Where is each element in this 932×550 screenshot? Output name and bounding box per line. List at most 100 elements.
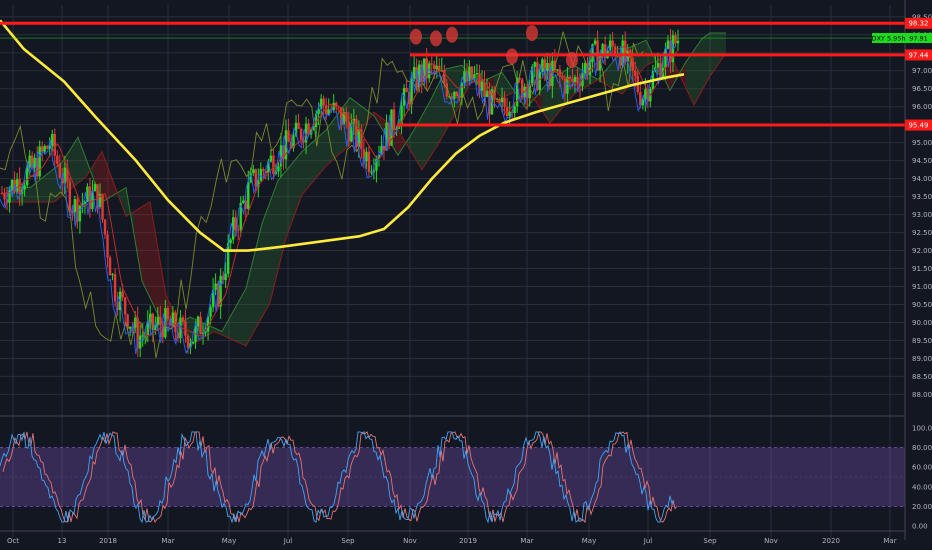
candle-body: [78, 205, 82, 222]
lagging-span-line: [0, 31, 644, 358]
candle-body: [428, 63, 431, 79]
candle-body: [571, 78, 574, 83]
candle-body: [106, 234, 109, 258]
base-line: [2, 45, 679, 337]
candle-body: [357, 129, 361, 147]
candle-body: [493, 89, 496, 100]
candle-body: [61, 177, 64, 184]
cloud-segment: [358, 103, 366, 134]
cloud-segment: [70, 137, 78, 190]
candle-body: [438, 65, 441, 71]
candle-body: [216, 283, 220, 307]
candle-body: [513, 106, 516, 114]
candle-body: [30, 155, 34, 168]
candle-body: [196, 316, 200, 327]
candle-body: [342, 112, 345, 125]
time-tick-label: Jul: [643, 537, 653, 545]
candle-body: [445, 83, 449, 97]
candle-body: [176, 332, 180, 339]
candle-body: [382, 145, 386, 151]
candle-body: [63, 167, 67, 184]
candle-body: [498, 98, 501, 103]
candle-body: [38, 146, 41, 177]
price-tick-label: 94.50: [912, 157, 932, 165]
candle-body: [101, 194, 104, 220]
candle-body: [455, 91, 459, 97]
cloud-segment: [118, 187, 126, 217]
oscillator-tick-label: 60.00: [912, 464, 932, 472]
candle-body: [159, 316, 162, 326]
candle-body: [307, 123, 310, 135]
price-tick-label: 97.00: [912, 67, 932, 75]
symbol-tag-label: DXY 5.95h: [871, 34, 905, 42]
candle-body: [536, 62, 539, 90]
candle-body: [73, 199, 77, 213]
cloud-segment: [38, 175, 46, 203]
candle-body: [302, 139, 305, 143]
candle-body: [68, 181, 72, 212]
price-tick-label: 90.00: [912, 319, 932, 327]
candle-body: [508, 111, 511, 117]
candle-body: [395, 128, 398, 130]
candle-body: [43, 146, 46, 152]
oscillator-d-line: [2, 431, 678, 524]
candle-body: [237, 229, 240, 231]
cloud-segment: [86, 158, 94, 181]
candle-body: [538, 71, 541, 90]
time-tick-label: Nov: [764, 537, 778, 545]
candle-body: [435, 65, 438, 70]
price-tick-label: 91.00: [912, 283, 932, 291]
price-tick-label: 98.50: [912, 13, 932, 21]
time-axis[interactable]: Oct 13 2018 Mar May Jul Sep Nov 2019 Mar May Jul Sep…: [0, 530, 905, 545]
time-tick-label: Jul: [283, 537, 293, 545]
candle-body: [546, 63, 549, 72]
candle-body: [154, 324, 157, 330]
candle-body: [407, 92, 411, 105]
candle-body: [375, 158, 378, 171]
candle-body: [405, 87, 408, 93]
time-tick-label: Mar: [883, 537, 896, 545]
candle-body: [242, 200, 245, 203]
candle-body: [35, 157, 39, 177]
price-tick-label: 90.50: [912, 301, 932, 309]
candle-body: [71, 211, 74, 213]
candle-body: [10, 180, 14, 190]
candle-body: [470, 66, 474, 80]
cloud-segment: [718, 32, 726, 65]
candle-body: [520, 79, 524, 98]
cloud-segment: [150, 202, 158, 315]
candle-body: [239, 202, 242, 230]
candle-body: [611, 40, 614, 47]
candle-body: [324, 105, 328, 115]
cloud-segment: [430, 85, 438, 158]
candle-body: [149, 313, 152, 322]
candle-body: [23, 185, 26, 190]
cloud-segment: [78, 137, 86, 184]
candle-body: [621, 40, 624, 66]
candle-body: [221, 275, 225, 281]
candle-body: [83, 201, 87, 204]
resistance-marker: [566, 51, 578, 68]
last-price-tag: [905, 33, 932, 44]
cloud-segment: [606, 60, 614, 90]
candle-body: [56, 155, 59, 164]
candle-body: [335, 102, 338, 107]
candle-body: [131, 326, 134, 328]
candle-body: [214, 283, 217, 291]
candle-body: [28, 155, 31, 168]
candle-body: [641, 99, 645, 106]
candle-body: [48, 145, 51, 149]
candle-body: [111, 274, 114, 276]
candle-body: [259, 169, 263, 181]
oscillator-axis: 100.00 80.00 60.00 40.00 20.00 0.00: [912, 425, 932, 531]
candle-body: [116, 301, 119, 310]
candle-body: [224, 273, 227, 281]
candle-body: [247, 182, 250, 209]
candle-body: [181, 317, 185, 322]
candle-body: [199, 316, 202, 335]
candle-body: [66, 167, 69, 182]
candle-body: [254, 169, 258, 188]
candle-body: [573, 77, 577, 83]
candle-body: [400, 105, 403, 126]
